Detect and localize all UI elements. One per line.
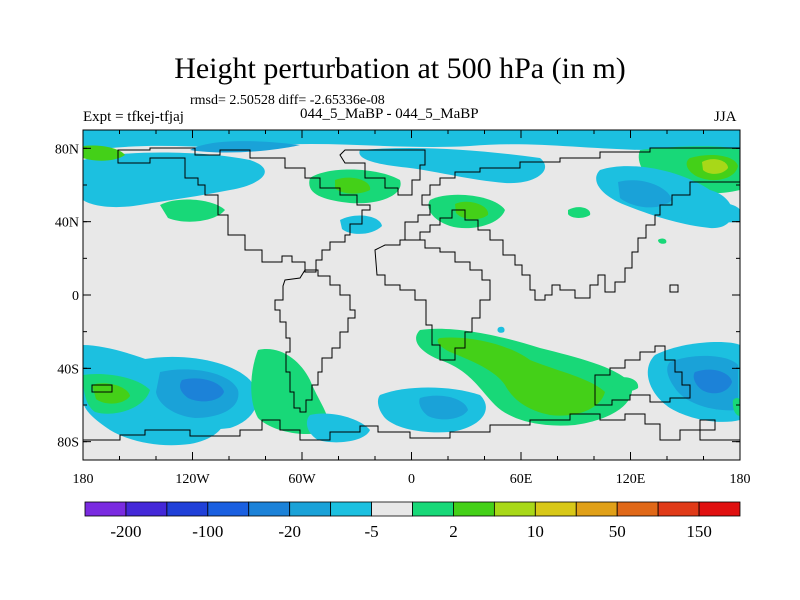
lat-tick-label: 80S (57, 436, 79, 451)
coastline-eurasia (404, 147, 740, 301)
contour-region (455, 201, 489, 220)
coastline-south-america (274, 269, 356, 413)
coastline-greenland (339, 149, 426, 196)
contour-region (359, 147, 546, 184)
colorbar-swatch (698, 501, 741, 517)
contour-region (497, 326, 505, 333)
lon-tick-label: 120E (616, 472, 646, 487)
contour-region (83, 152, 265, 208)
contour-region (180, 378, 224, 402)
contour-region (568, 207, 591, 218)
colorbar-swatch (84, 501, 127, 517)
colorbar-label: 150 (686, 522, 712, 541)
lon-tick-label: 60E (510, 472, 533, 487)
coastline-africa (374, 239, 491, 361)
lat-tick-label: 0 (72, 289, 79, 304)
lat-tick-label: 80N (55, 142, 79, 157)
contour-field (83, 130, 740, 460)
coastlines (83, 147, 740, 441)
lon-tick-label: 0 (408, 472, 415, 487)
colorbar-swatch (166, 501, 209, 517)
lon-tick-label: 180 (73, 472, 94, 487)
colorbar-label: 10 (527, 522, 544, 541)
axis-tick-labels: 180 120W 60W 0 60E 120E 180 80N 40N 0 40S 80S (55, 142, 751, 487)
colorbar-swatch (453, 501, 495, 517)
experiment-label: Expt = tfkej-tfjaj (83, 109, 184, 125)
contour-region (335, 177, 371, 194)
lon-tick-label: 60W (288, 472, 316, 487)
colorbar-swatch (248, 501, 291, 517)
colorbar-label: -20 (278, 522, 301, 541)
colorbar-swatch (493, 501, 536, 517)
contour-region (732, 397, 740, 416)
coastline-island (669, 284, 679, 293)
colorbar-swatch (289, 501, 332, 517)
colorbar-label: 50 (609, 522, 626, 541)
colorbar-swatch (575, 501, 618, 517)
contour-region (419, 395, 468, 420)
lon-tick-label: 120W (175, 472, 210, 487)
contour-region (83, 145, 125, 161)
contour-region (437, 337, 605, 416)
colorbar-label: -5 (364, 522, 378, 541)
colorbar-swatch (207, 501, 250, 517)
contour-region (660, 200, 740, 223)
colorbar-swatch (371, 501, 413, 517)
season-label: JJA (714, 109, 737, 125)
colorbar-swatch (616, 501, 659, 517)
lat-tick-label: 40N (55, 216, 79, 231)
contour-region (658, 238, 667, 244)
coastline-island (699, 419, 716, 431)
contour-region (160, 199, 225, 222)
contour-region (92, 383, 130, 404)
contour-region (190, 141, 300, 153)
coastline-australia (594, 345, 691, 406)
colorbar-swatch (534, 501, 577, 517)
contour-region (618, 180, 672, 208)
colorbar: -200 -100 -20 -5 2 10 50 150 (84, 501, 741, 541)
lat-tick-label: 40S (57, 362, 79, 377)
plot-title: Height perturbation at 500 hPa (in m) (174, 52, 626, 85)
colorbar-swatch (125, 501, 168, 517)
contour-region (702, 159, 728, 174)
lon-tick-label: 180 (730, 472, 751, 487)
colorbar-label: -100 (192, 522, 223, 541)
coastline-island (91, 384, 113, 393)
coastline-north-america (117, 147, 371, 273)
colorbar-swatch (330, 501, 372, 517)
stats-label: rmsd= 2.50528 diff= -2.65336e-08 (190, 93, 385, 108)
colorbar-swatch (412, 501, 454, 517)
contour-region (612, 377, 639, 392)
colorbar-label: 2 (449, 522, 458, 541)
colorbar-swatch (657, 501, 700, 517)
coastline-antarctica (83, 413, 740, 441)
colorbar-label: -200 (110, 522, 141, 541)
contour-region (693, 369, 732, 394)
case-label: 044_5_MaBP - 044_5_MaBP (300, 106, 479, 122)
contour-region (306, 413, 370, 443)
axis-ticks (82, 130, 741, 460)
